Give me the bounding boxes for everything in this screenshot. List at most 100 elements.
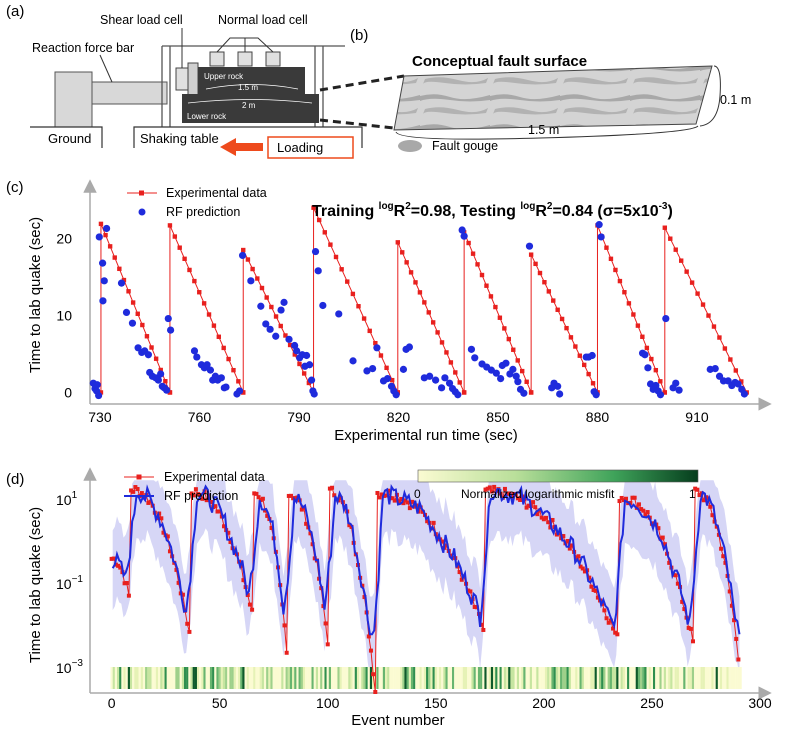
c-experimental-point [678, 258, 684, 263]
d-misfit-cell [469, 667, 472, 689]
d-misfit-cell [700, 667, 703, 689]
c-rf-point [163, 386, 171, 394]
d-misfit-cell [393, 667, 396, 689]
c-experimental-point [653, 367, 659, 373]
c-rf-point [238, 251, 247, 260]
d-misfit-cell [523, 667, 526, 689]
c-experimental-point [345, 279, 350, 284]
d-experimental-point [362, 595, 367, 600]
d-misfit-cell [413, 667, 416, 689]
d-misfit-cell [536, 667, 539, 689]
d-experimental-point [209, 499, 214, 504]
d-experimental-point [425, 519, 430, 524]
d-x-tick-label: 50 [212, 695, 228, 711]
d-experimental-point [719, 546, 724, 551]
d-misfit-cell [324, 667, 327, 689]
d-misfit-cell [681, 667, 684, 689]
c-experimental-point [417, 290, 423, 295]
d-misfit-cell [499, 667, 502, 689]
d-misfit-cell [406, 667, 409, 689]
d-experimental-point [448, 553, 453, 558]
d-misfit-cell [426, 667, 429, 689]
d-misfit-cell [199, 667, 202, 689]
normal-load-cell [237, 51, 253, 67]
d-misfit-cell [302, 667, 306, 689]
d-misfit-cell [402, 667, 405, 689]
d-misfit-cell [434, 667, 438, 689]
d-misfit-cell [218, 667, 221, 689]
c-experimental-point [201, 301, 207, 306]
d-experimental-point [481, 627, 486, 632]
d-misfit-cell [268, 667, 271, 689]
d-experimental-point [533, 505, 538, 510]
d-experimental-point [673, 573, 678, 578]
d-experimental-point [561, 534, 566, 539]
d-experimental-point [111, 556, 116, 561]
c-experimental-point [493, 304, 498, 310]
d-experimental-point [397, 499, 402, 504]
c-experimental-point [197, 290, 202, 295]
d-experimental-point [636, 502, 641, 507]
d-experimental-point [701, 498, 706, 503]
c-rf-point [128, 319, 137, 327]
c-rf-point [100, 277, 108, 285]
c-experimental-line [100, 207, 748, 393]
d-misfit-cell [119, 667, 122, 689]
normal-leader [216, 37, 274, 53]
d-misfit-cell [281, 667, 284, 689]
c-experimental-point [640, 334, 645, 339]
d-misfit-cell [183, 667, 187, 689]
d-misfit-cell [555, 667, 559, 689]
c-experimental-point [542, 280, 547, 285]
d-experimental-point [546, 520, 551, 525]
d-misfit-cell [707, 667, 710, 689]
d-misfit-cell [648, 667, 651, 689]
d-misfit-cell [417, 667, 420, 689]
c-rf-point [305, 361, 314, 369]
d-misfit-cell [579, 667, 582, 689]
c-rf-point [285, 335, 293, 343]
c-experimental-point [163, 379, 168, 384]
d-misfit-cell [367, 667, 371, 689]
d-experimental-point [265, 513, 270, 518]
d-experimental-point [282, 623, 287, 628]
c-experimental-point [673, 247, 678, 252]
d-experimental-point [682, 607, 687, 612]
c-rf-point [235, 387, 244, 395]
c-y-axis-label: Time to lab quake (sec) [27, 217, 44, 373]
c-experimental-point [604, 245, 609, 250]
d-misfit-cell [410, 667, 414, 689]
d-misfit-cell [722, 667, 725, 689]
c-rf-point [349, 357, 357, 365]
c-experimental-point [453, 370, 458, 375]
d-experimental-point [260, 496, 265, 501]
c-experimental-point [689, 280, 695, 285]
d-misfit-cell [151, 667, 154, 689]
d-x-tick-label: 100 [316, 695, 340, 711]
c-rf-point [335, 310, 343, 318]
c-rf-point [445, 379, 454, 387]
d-misfit-cell [421, 667, 425, 689]
d-experimental-point [124, 581, 129, 586]
d-experimental-point [139, 491, 144, 496]
d-misfit-cell [400, 667, 403, 689]
dim-upper-arrow [205, 84, 299, 90]
d-misfit-cell [190, 667, 193, 689]
c-experimental-point [475, 262, 480, 267]
d-experimental-point [531, 500, 536, 505]
d-experimental-point [502, 486, 507, 491]
c-experimental-point [559, 316, 565, 322]
d-experimental-point [193, 487, 198, 492]
d-misfit-cell [296, 667, 299, 689]
d-misfit-cell [534, 667, 537, 689]
c-x-tick-label: 790 [287, 409, 311, 425]
c-experimental-point [711, 324, 717, 329]
d-misfit-cell [116, 667, 120, 689]
d-misfit-cell [343, 667, 347, 689]
c-x-tick-label: 910 [685, 409, 709, 425]
d-experimental-point [226, 530, 231, 535]
d-misfit-cell [575, 667, 578, 689]
d-experimental-point [263, 508, 268, 513]
c-experimental-point [444, 350, 449, 355]
c-rf-point [556, 390, 564, 398]
